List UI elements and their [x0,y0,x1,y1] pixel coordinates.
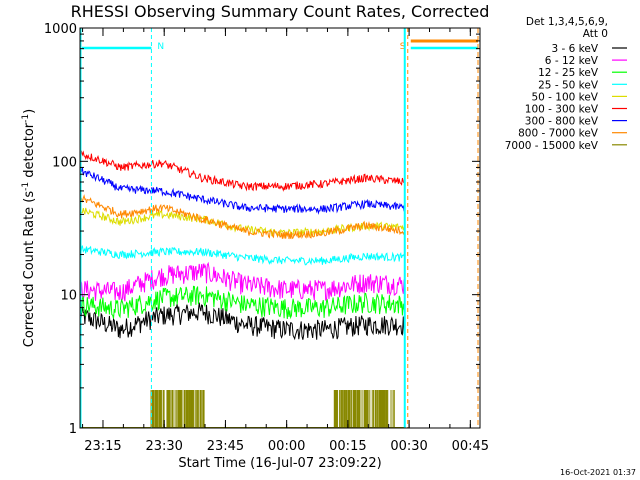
legend-label-8: 7000 - 15000 keV [505,140,599,152]
y-axis-ticks: 1 10 100 1000 [44,22,480,437]
legend-label-2: 12 - 25 keV [538,67,599,79]
footer-timestamp: 16-Oct-2021 01:37 [560,468,636,477]
x-tick-label-5: 00:30 [390,439,427,454]
series-line-7 [79,194,405,240]
legend-label-4: 50 - 100 keV [531,91,598,103]
series-lines [79,150,405,341]
plot-frame [79,27,481,429]
series-line-6 [79,167,405,215]
legend-header-1: Att 0 [583,28,608,40]
series-line-0 [79,302,405,341]
x-tick-label-4: 00:15 [329,439,366,454]
y-tick-label-3: 1000 [44,22,77,37]
y-tick-label-1: 10 [60,289,77,304]
x-tick-label-1: 23:30 [145,439,182,454]
y-tick-label-0: 1 [69,422,77,437]
legend-label-0: 3 - 6 keV [551,43,598,55]
series-line-2 [79,285,405,320]
chart-title: RHESSI Observing Summary Count Rates, Co… [71,2,490,21]
x-axis-label: Start Time (16-Jul-07 23:09:22) [178,456,381,471]
series-line-4 [79,207,405,238]
y-tick-label-2: 100 [52,155,77,170]
legend-label-1: 6 - 12 keV [545,55,599,67]
legend-label-3: 25 - 50 keV [538,79,599,91]
series-line-5 [79,150,405,192]
legend-label-6: 300 - 800 keV [525,116,599,128]
noise-traces [80,390,405,428]
series-line-1 [79,261,405,304]
legend-header-0: Det 1,3,4,5,6,9, [526,16,608,28]
marker-label-0: N [157,42,164,52]
x-tick-label-6: 00:45 [452,439,489,454]
series-line-3 [79,245,405,266]
x-tick-label-3: 00:00 [268,439,305,454]
x-tick-label-0: 23:15 [84,439,121,454]
legend-label-5: 100 - 300 keV [525,104,599,116]
x-tick-label-2: 23:45 [207,439,244,454]
y-axis-label: Corrected Count Rate (s-1 detector-1) [21,109,37,347]
legend-label-7: 800 - 7000 keV [518,128,599,140]
x-axis-ticks: 23:15 23:30 23:45 00:00 00:15 00:30 00:45 [82,28,489,454]
marker-label-1: S [400,42,406,52]
noise-trace-8 [80,390,405,428]
